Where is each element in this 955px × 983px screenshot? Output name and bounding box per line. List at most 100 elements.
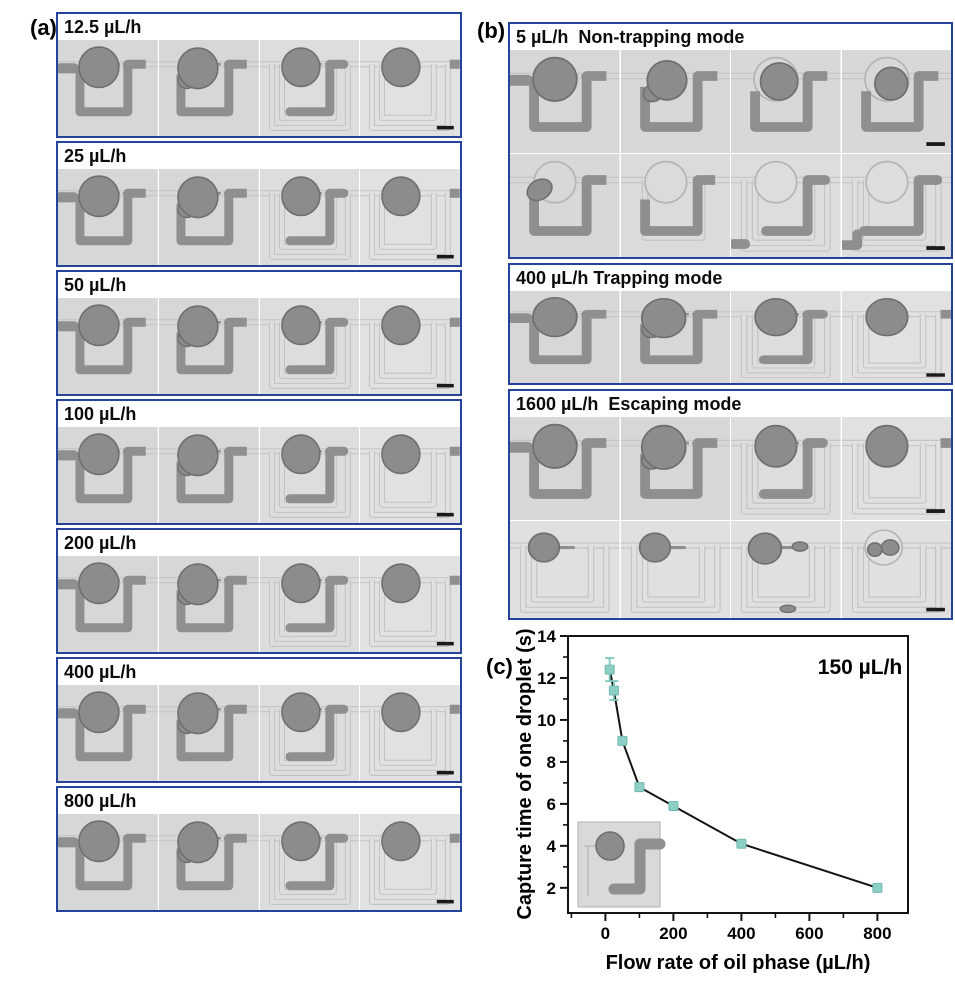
micrograph-frame [731, 50, 841, 153]
scale-bar [437, 383, 455, 388]
micrograph-frame-row [58, 40, 460, 136]
micrograph-frame [620, 417, 730, 520]
data-point [617, 735, 628, 746]
micrograph-frame [259, 298, 360, 394]
micrograph-frame [158, 685, 259, 781]
micrograph-frame [158, 556, 259, 652]
y-tick-label: 2 [547, 879, 556, 898]
micrograph-frame [731, 521, 841, 618]
micrograph-frame-row [510, 521, 951, 618]
micrograph-frame [841, 417, 951, 520]
condition-subpanel: 25 µL/h [56, 141, 462, 267]
micrograph-frame [841, 521, 951, 618]
capture-time-chart: 0 200 400 600 800 2 4 6 8 10 12 14 150 µL/h Flow rate… [515, 627, 909, 974]
scale-bar [925, 246, 945, 250]
scale-bar [437, 770, 455, 775]
condition-label: 5 µL/h Non-trapping mode [510, 24, 951, 50]
micrograph-frame-row [58, 814, 460, 910]
micrograph-frame [360, 169, 460, 265]
micrograph-frame [620, 154, 730, 257]
condition-subpanel: 5 µL/h Non-trapping mode [508, 22, 953, 259]
panel-a-label: (a) [30, 15, 57, 40]
micrograph-frame [510, 50, 620, 153]
plot-box [567, 635, 909, 914]
micrograph-frame [58, 814, 158, 910]
condition-label: 100 µL/h [58, 401, 460, 427]
data-point [604, 664, 615, 675]
micrograph-frame-row [510, 50, 951, 153]
micrograph-frame [620, 291, 730, 383]
micrograph-frame [259, 427, 360, 523]
micrograph-frame [158, 298, 259, 394]
condition-label: 12.5 µL/h [58, 14, 460, 40]
scale-bar [437, 125, 455, 130]
panel-a-flow-rate-series: 12.5 µL/h 25 µL/h 50 µL/h 100 µL/h 200 µL/h 4… [56, 12, 462, 912]
micrograph-frame-row [510, 291, 951, 383]
condition-subpanel: 1600 µL/h Escaping mode [508, 389, 953, 620]
condition-subpanel: 100 µL/h [56, 399, 462, 525]
x-tick-label: 800 [863, 924, 891, 943]
x-tick-label: 200 [659, 924, 687, 943]
condition-label: 25 µL/h [58, 143, 460, 169]
condition-subpanel: 200 µL/h [56, 528, 462, 654]
micrograph-frame [158, 427, 259, 523]
panel-b-label: (b) [477, 18, 506, 43]
y-tick-label: 12 [537, 669, 556, 688]
condition-label: 800 µL/h [58, 788, 460, 814]
scale-bar [925, 607, 945, 612]
micrograph-frame [158, 40, 259, 136]
micrograph-frame [360, 814, 460, 910]
micrograph-frame [58, 169, 158, 265]
scale-bar [925, 373, 945, 377]
micrograph-frame-row [58, 556, 460, 652]
micrograph-frame [731, 154, 841, 257]
micrograph-frame [841, 50, 951, 153]
panel-b-mode-series: 5 µL/h Non-trapping mode 400 µL/h Trappin… [508, 22, 953, 620]
micrograph-frame-row [58, 298, 460, 394]
x-tick-label: 0 [601, 924, 610, 943]
data-point [608, 685, 619, 696]
condition-label: 400 µL/h Trapping mode [510, 265, 951, 291]
micrograph-frame [158, 169, 259, 265]
micrograph-frame [259, 40, 360, 136]
micrograph-frame [510, 291, 620, 383]
micrograph-frame [620, 521, 730, 618]
condition-subpanel: 400 µL/h [56, 657, 462, 783]
y-tick-label: 14 [537, 627, 556, 646]
micrograph-frame [360, 685, 460, 781]
micrograph-frame [360, 40, 460, 136]
micrograph-frame-row [510, 154, 951, 257]
condition-subpanel: 50 µL/h [56, 270, 462, 396]
micrograph-frame [360, 298, 460, 394]
data-point [668, 800, 679, 811]
micrograph-frame [58, 556, 158, 652]
micrograph-frame-row [58, 685, 460, 781]
condition-label: 400 µL/h [58, 659, 460, 685]
micrograph-frame [158, 814, 259, 910]
scale-bar [925, 509, 945, 513]
micrograph-frame [259, 169, 360, 265]
micrograph-frame [58, 298, 158, 394]
micrograph-frame [58, 685, 158, 781]
micrograph-frame [259, 685, 360, 781]
y-axis-title: Capture time of one droplet (s) [515, 628, 536, 919]
data-point [736, 838, 747, 849]
condition-label: 50 µL/h [58, 272, 460, 298]
chart-annotation: 150 µL/h [818, 656, 902, 679]
micrograph-frame [58, 40, 158, 136]
micrograph-frame [360, 427, 460, 523]
condition-label: 200 µL/h [58, 530, 460, 556]
panel-c-label: (c) [486, 654, 513, 679]
condition-label: 1600 µL/h Escaping mode [510, 391, 951, 417]
scale-bar [437, 254, 455, 259]
micrograph-frame [510, 521, 620, 618]
micrograph-frame-row [58, 427, 460, 523]
y-tick-label: 6 [547, 795, 556, 814]
x-tick-label: 600 [795, 924, 823, 943]
data-point [872, 882, 883, 893]
micrograph-frame [841, 154, 951, 257]
condition-subpanel: 12.5 µL/h [56, 12, 462, 138]
micrograph-frame [731, 417, 841, 520]
micrograph-frame [510, 417, 620, 520]
scale-bar [437, 641, 455, 646]
